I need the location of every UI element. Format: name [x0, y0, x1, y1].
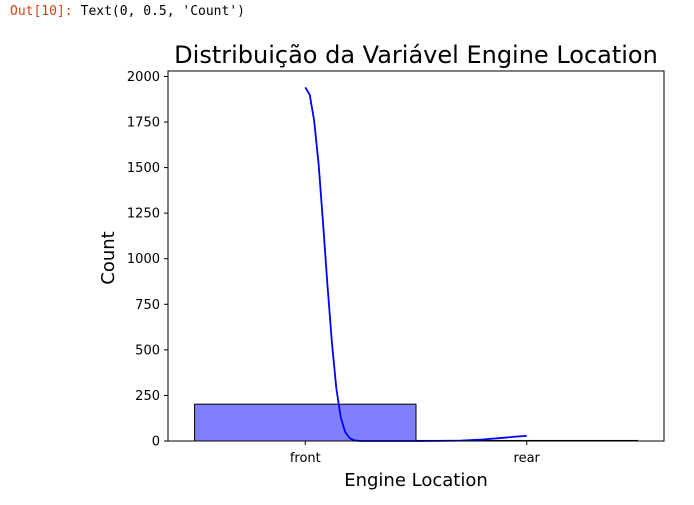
output-text: Text(0, 0.5, 'Count') [80, 4, 245, 19]
y-tick-label-1500: 1500 [127, 161, 160, 176]
y-tick-label-1250: 1250 [127, 207, 160, 222]
chart-title: Distribuição da Variável Engine Location [174, 41, 658, 69]
x-axis: front rear [290, 441, 541, 466]
y-axis-label: Count [98, 231, 119, 284]
y-tick-label-500: 500 [135, 343, 160, 358]
bars-group [194, 403, 638, 442]
x-tick-label-rear: rear [514, 451, 541, 466]
output-prompt: Out[10]: [10, 4, 73, 19]
y-tick-label-2000: 2000 [127, 70, 160, 85]
y-axis: 0 250 500 750 1000 1250 1500 1750 2000 [127, 70, 168, 450]
y-tick-label-1000: 1000 [127, 252, 160, 267]
y-tick-label-1750: 1750 [127, 116, 160, 131]
x-axis-label: Engine Location [344, 470, 488, 491]
y-tick-label-750: 750 [135, 298, 160, 313]
y-tick-label-0: 0 [152, 435, 160, 450]
plot-frame [167, 70, 665, 442]
kde-line [304, 86, 527, 442]
bar-front [194, 403, 417, 442]
y-tick-label-250: 250 [135, 389, 160, 404]
kde-group [304, 86, 527, 442]
cell-output-line: Out[10]: Text(0, 0.5, 'Count') [10, 4, 245, 19]
x-tick-label-front: front [290, 451, 321, 466]
